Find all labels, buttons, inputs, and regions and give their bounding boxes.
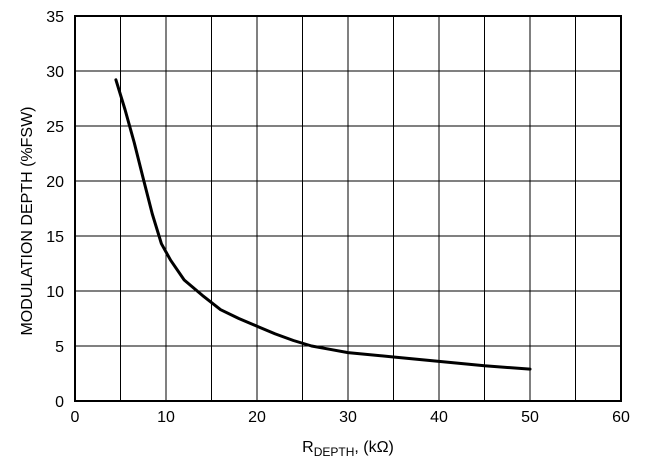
x-tick-label: 60: [612, 409, 630, 426]
y-tick-label: 25: [46, 119, 64, 136]
grid-lines: [75, 16, 621, 401]
y-tick-label: 0: [55, 394, 64, 411]
y-tick-labels: 0 5 10 15 20 25 30 35: [46, 9, 64, 411]
x-axis-title: RDEPTH, (kΩ): [302, 439, 394, 459]
y-tick-label: 35: [46, 9, 64, 26]
series-line: [114, 78, 532, 371]
x-tick-label: 50: [521, 409, 539, 426]
y-tick-label: 20: [46, 174, 64, 191]
x-tick-labels: 0 10 20 30 40 50 60: [71, 409, 630, 426]
x-axis-title-subscript: DEPTH: [314, 445, 355, 459]
y-axis-title: MODULATION DEPTH (%FSW): [19, 106, 36, 335]
y-tick-label: 10: [46, 284, 64, 301]
y-tick-label: 15: [46, 229, 64, 246]
x-tick-label: 20: [248, 409, 266, 426]
x-axis-title-tail: , (kΩ): [354, 439, 394, 456]
plot-frame: [74, 15, 622, 402]
x-axis-title-main: R: [302, 439, 314, 456]
y-tick-label: 30: [46, 64, 64, 81]
x-tick-label: 0: [71, 409, 80, 426]
x-tick-label: 10: [157, 409, 175, 426]
y-tick-label: 5: [55, 339, 64, 356]
x-tick-label: 30: [339, 409, 357, 426]
x-tick-label: 40: [430, 409, 448, 426]
